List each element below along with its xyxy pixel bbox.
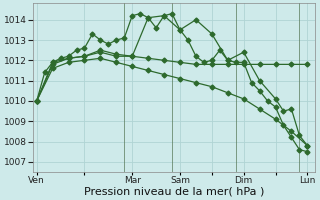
X-axis label: Pression niveau de la mer( hPa ): Pression niveau de la mer( hPa ) [84, 187, 264, 197]
